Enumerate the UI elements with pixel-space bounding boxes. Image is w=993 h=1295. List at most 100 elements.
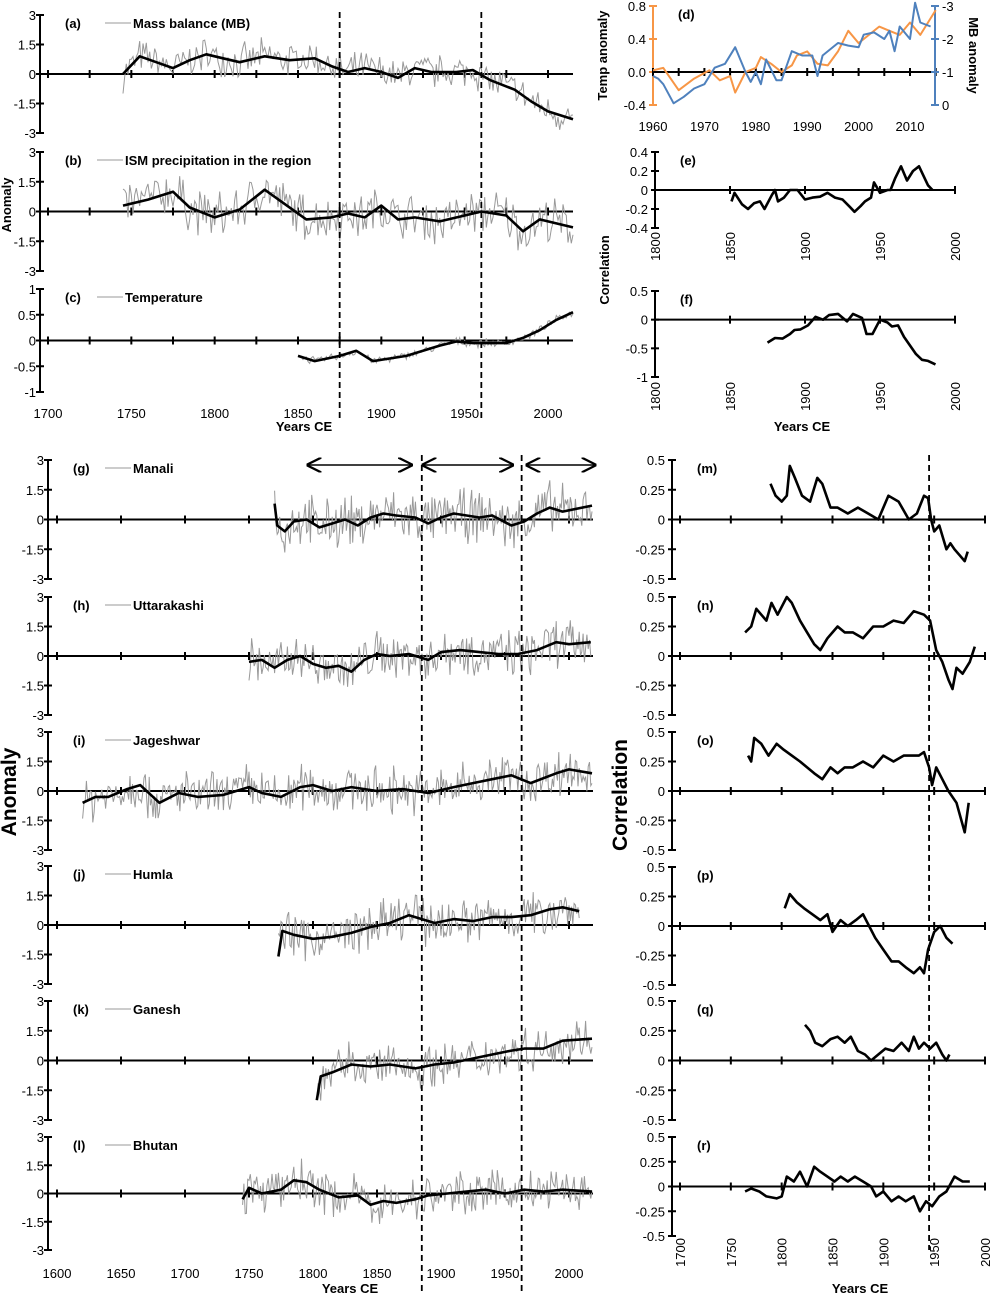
x-tick-label: 1950	[873, 382, 888, 411]
y-tick-label: 3	[37, 590, 44, 605]
y-tick-label: 0	[658, 513, 665, 528]
panel-g: 3 1.5 0 -1.5 -3 (g) Manali	[22, 453, 593, 587]
y-tick-label: 1.5	[26, 889, 44, 904]
x-tick-label: 1750	[235, 1266, 264, 1281]
x-tick-label: 1650	[107, 1266, 136, 1281]
y-tick-label: 1.5	[26, 1158, 44, 1173]
y-tick-label: 1.5	[26, 1024, 44, 1039]
y-tick-label: -0.5	[14, 359, 36, 374]
y-axis-title: Anomaly	[0, 177, 14, 233]
x-tick-label: 1990	[793, 119, 822, 134]
raw-series-line	[122, 176, 574, 251]
smoothed-series-line	[783, 892, 954, 975]
smoothed-series-line	[746, 736, 970, 834]
panel-a: 3 1.5 0 -1.5 -3 (a) Mass balance (MB)	[14, 8, 574, 141]
x-tick-label: 1950	[491, 1266, 520, 1281]
x-tick-label: 1900	[876, 1238, 891, 1267]
x-tick-label: 1600	[43, 1266, 72, 1281]
y-tick-label: 0	[37, 1187, 44, 1202]
y-tick-label: -0.4	[624, 98, 646, 113]
x-tick-label: 2000	[978, 1238, 993, 1267]
y2-tick-label: -3	[942, 0, 954, 14]
x-tick-label: 1800	[648, 232, 663, 261]
y-tick-label: 0	[658, 919, 665, 934]
legend-label: Ganesh	[133, 1002, 181, 1017]
y-tick-label: -0.5	[643, 572, 665, 587]
x-tick-label: 1850	[363, 1266, 392, 1281]
y-tick-label: -3	[32, 843, 44, 858]
y-tick-label: 0.25	[640, 1155, 665, 1170]
x-tick-label: 1970	[690, 119, 719, 134]
y-tick-label: 0	[37, 513, 44, 528]
legend-label: Temperature	[125, 290, 203, 305]
y-tick-label: -1.5	[22, 948, 44, 963]
x-tick-label: 2000	[844, 119, 873, 134]
y-tick-label: -1.5	[22, 1215, 44, 1230]
mb-anomaly-line	[652, 1, 931, 105]
x-axis-title: Years CE	[774, 419, 831, 434]
y-tick-label: 1.5	[18, 38, 36, 53]
y-tick-label: 0	[37, 649, 44, 664]
x-tick-label: 2010	[896, 119, 925, 134]
y-tick-label: -0.25	[635, 1204, 665, 1219]
y-tick-label: -0.5	[643, 708, 665, 723]
panel-label: (c)	[65, 290, 81, 305]
y-tick-label: 1.5	[26, 620, 44, 635]
panel-label: (k)	[73, 1002, 89, 1017]
y-tick-label: 0	[658, 784, 665, 799]
x-tick-label: 1900	[367, 406, 396, 421]
raw-series-line	[248, 620, 592, 687]
y-tick-label: 0	[641, 313, 648, 328]
y-tick-label: -1.5	[22, 542, 44, 557]
y-tick-label: 1.5	[26, 483, 44, 498]
x-tick-label: 2000	[948, 382, 963, 411]
legend-label: Mass balance (MB)	[133, 16, 250, 31]
x-tick-label: 1900	[798, 232, 813, 261]
panel-label: (g)	[73, 461, 90, 476]
smoothed-series-line	[769, 464, 969, 563]
y-tick-label: 0.5	[630, 284, 648, 299]
y2-tick-label: -1	[942, 65, 954, 80]
y-tick-label: 3	[37, 1130, 44, 1145]
panel-r: 0.5 0.25 0 -0.25 -0.5 1700 1750 1800 1850 1900 195…	[635, 1130, 993, 1267]
y-axis-title: Correlation	[597, 235, 612, 304]
x-tick-label: 1750	[724, 1238, 739, 1267]
y-tick-label: 0.5	[647, 1130, 665, 1145]
y-tick-label: -3	[24, 264, 36, 279]
x-tick-label: 1800	[200, 406, 229, 421]
panel-i: 3 1.5 0 -1.5 -3 (i) Jageshwar	[22, 725, 593, 858]
smoothed-series-line	[297, 311, 574, 363]
y-tick-label: -1	[636, 370, 648, 385]
smoothed-series-line	[273, 503, 593, 533]
x-tick-label: 1850	[284, 406, 313, 421]
panel-m: 0.5 0.25 0 -0.25 -0.5 (m)	[635, 453, 986, 587]
panel-label: (h)	[73, 598, 90, 613]
y2-tick-label: 0	[942, 98, 949, 113]
y-tick-label: 0.5	[647, 860, 665, 875]
panel-label: (o)	[697, 733, 714, 748]
y-tick-label: 0	[37, 784, 44, 799]
y-tick-label: -1	[24, 385, 36, 400]
raw-series-line	[274, 480, 593, 553]
x-tick-label: 1800	[299, 1266, 328, 1281]
y-axis-title: Correlation	[609, 739, 632, 851]
panel-label: (j)	[73, 867, 85, 882]
temp-anomaly-line	[652, 9, 937, 94]
panel-c: 1 0.5 0 -0.5 -1 1700 1750 1800 1850 1900 1950 2000 (…	[14, 282, 574, 421]
x-tick-label: 1850	[723, 382, 738, 411]
y-tick-label: 0.0	[628, 65, 646, 80]
panel-label: (n)	[697, 598, 714, 613]
y-tick-label: 0	[658, 649, 665, 664]
y-tick-label: -0.5	[626, 341, 648, 356]
x-tick-label: 1900	[427, 1266, 456, 1281]
panel-label: (l)	[73, 1138, 85, 1153]
y-tick-label: 0.5	[18, 308, 36, 323]
y-tick-label: 3	[29, 145, 36, 160]
y-tick-label: -0.25	[635, 1083, 665, 1098]
y-axis-title: Temp anomaly	[595, 10, 610, 101]
y-tick-label: 0.2	[630, 164, 648, 179]
panel-j: 3 1.5 0 -1.5 -3 (j) Humla	[22, 859, 593, 992]
y-tick-label: -3	[24, 126, 36, 141]
